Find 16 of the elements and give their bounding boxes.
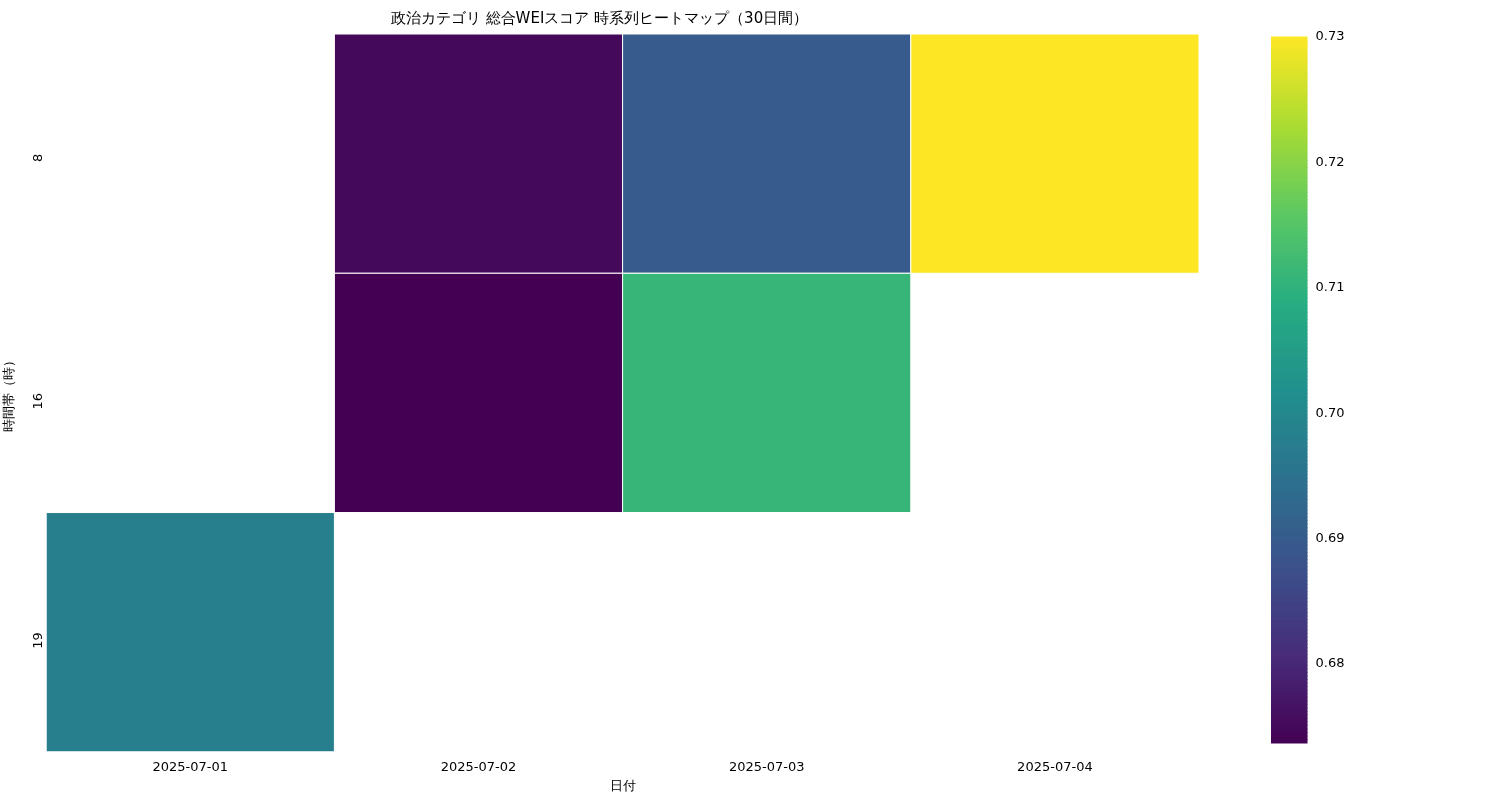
color-bar-label: 0.70 bbox=[1315, 404, 1345, 420]
color-bar-label: 0.71 bbox=[1315, 279, 1345, 295]
x-axis-title: 日付 bbox=[609, 777, 636, 793]
x-tick-label: 2025-07-02 bbox=[440, 758, 517, 774]
x-tick-label: 2025-07-03 bbox=[728, 758, 805, 774]
y-axis-title: 時間帯（時） bbox=[1, 353, 17, 432]
chart-title: 政治カテゴリ 総合WEIスコア 時系列ヒートマップ（30日間） bbox=[390, 8, 809, 27]
y-tick-label: 8 bbox=[29, 153, 45, 162]
x-tick-label: 2025-07-04 bbox=[1017, 758, 1093, 774]
y-tick-label: 16 bbox=[29, 392, 45, 410]
y-tick-label: 19 bbox=[29, 632, 45, 649]
color-bar-label: 0.68 bbox=[1315, 655, 1345, 671]
color-bar-label: 0.69 bbox=[1315, 529, 1345, 545]
x-tick-label: 2025-07-01 bbox=[152, 758, 229, 774]
color-bar-label: 0.72 bbox=[1315, 153, 1345, 169]
color-bar-label: 0.73 bbox=[1315, 28, 1345, 44]
